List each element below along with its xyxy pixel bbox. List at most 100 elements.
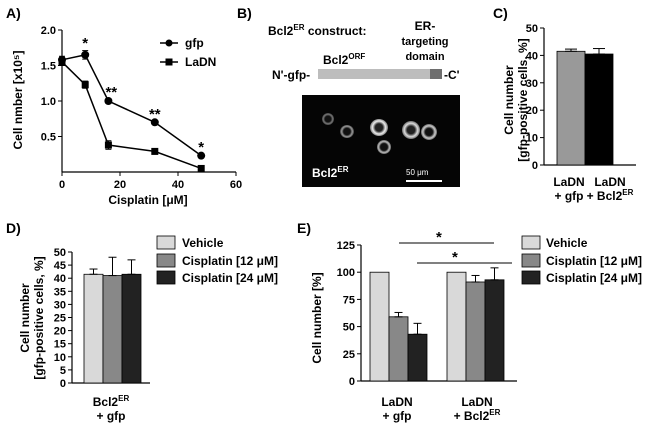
cell-5 xyxy=(402,121,420,139)
significance-star-1: * xyxy=(436,229,442,246)
panel-e-ytick-label: 100 xyxy=(337,267,355,279)
panel-e-bar xyxy=(446,271,467,382)
panel-d-legend-c24: Cisplatin [24 μM] xyxy=(182,271,278,285)
panel-c-ylabel-2: [gfp-positive cells, %] xyxy=(516,38,530,161)
panel-c-cat2-line1: LaDN xyxy=(594,175,625,189)
c-terminus-label: -C' xyxy=(444,68,460,82)
panel-e-bar xyxy=(484,279,505,382)
series-gfp-point xyxy=(81,50,90,59)
panel-e-legend-swatch-vehicle xyxy=(521,235,541,250)
panel-e-legend-c24: Cisplatin [24 μM] xyxy=(546,271,642,285)
panel-d-legend-swatch-c12 xyxy=(156,253,176,268)
cell-3 xyxy=(370,119,388,136)
panel-a-axes: 0.5 1.0 1.5 2.0 0 20 40 60 xyxy=(41,25,242,191)
panel-e-legend-c12: Cisplatin [12 μM] xyxy=(546,254,642,268)
series-ladn-point xyxy=(151,147,159,155)
panel-a-ytick-label: 2.0 xyxy=(41,25,56,37)
panel-d-ytick-label: 35 xyxy=(54,286,66,298)
panel-e-ylabel: Cell number [%] xyxy=(310,272,324,363)
construct-er-domain-bar xyxy=(430,69,442,79)
panel-c-ytick-label: 50 xyxy=(526,23,538,35)
panel-b-label: B) xyxy=(237,5,252,21)
panel-c-label: C) xyxy=(493,5,508,21)
panel-d-ylabel-2: [gfp-positive cells, %] xyxy=(32,256,46,379)
series-ladn-point xyxy=(58,58,66,66)
panel-c-ytick-label: 40 xyxy=(526,50,538,62)
series-gfp-point xyxy=(150,118,159,127)
panel-e-bar xyxy=(465,281,486,382)
panel-e-marks xyxy=(369,267,505,382)
panel-d-cat-line2: + gfp xyxy=(97,409,126,423)
panel-d-cat-line1: Bcl2ER xyxy=(93,394,130,409)
panel-e-cat1-line1: LaDN xyxy=(381,395,412,409)
panel-a-ytick-label: 1.0 xyxy=(41,96,56,108)
panel-e-legend-swatch-c12 xyxy=(521,253,541,268)
construct-orf-bar xyxy=(318,69,430,79)
panel-d-ytick-label: 30 xyxy=(54,299,66,311)
panel-d-ytick-label: 40 xyxy=(54,273,66,285)
panel-c-cat1-line1: LaDN xyxy=(553,175,584,189)
panel-e-ytick-label: 75 xyxy=(343,294,355,306)
panel-d-ytick-label: 0 xyxy=(60,378,66,390)
legend-gfp-label: gfp xyxy=(185,36,204,50)
panel-a-ytick-label: 0.5 xyxy=(41,132,56,144)
panel-d-ytick-label: 45 xyxy=(54,260,66,272)
panel-e-bar xyxy=(388,316,409,382)
er-domain-line2: targeting xyxy=(401,36,448,48)
panel-e-ytick-label: 25 xyxy=(343,349,355,361)
panel-e-cat1-line2: + gfp xyxy=(383,409,412,423)
cell-4 xyxy=(377,140,391,154)
panel-e-ytick-label: 125 xyxy=(337,240,355,252)
significance-star: ** xyxy=(149,106,161,123)
panel-e-bar xyxy=(369,271,390,382)
cell-1 xyxy=(322,113,334,125)
panel-a-xtick-label: 40 xyxy=(172,179,184,191)
series-ladn-point xyxy=(81,81,89,89)
bcl2er-micrograph: Bcl2ER 50 μm xyxy=(302,95,460,187)
panel-a-ylabel: Cell nmber [x10⁵] xyxy=(11,50,25,149)
panel-c-axes: 0 10 20 30 40 50 xyxy=(526,23,636,172)
panel-d-ytick-label: 25 xyxy=(54,313,66,325)
panel-d-bar xyxy=(121,273,142,384)
panel-c-ytick-label: 10 xyxy=(526,133,538,145)
legend-ladn-marker xyxy=(165,58,173,66)
panel-c-bar xyxy=(584,53,614,166)
series-ladn-point xyxy=(197,164,205,172)
panel-c-ytick-label: 30 xyxy=(526,78,538,90)
panel-e-cat2-line2: + Bcl2ER xyxy=(454,408,501,423)
panel-a-marks: ****** xyxy=(58,35,206,172)
panel-e-label: E) xyxy=(297,220,311,236)
panel-e-legend-swatch-c24 xyxy=(521,270,541,285)
series-ladn-point xyxy=(104,141,112,149)
panel-d-label: D) xyxy=(6,220,21,236)
panel-c-ytick-label: 20 xyxy=(526,105,538,117)
significance-star: ** xyxy=(105,84,117,101)
panel-d-legend-c12: Cisplatin [12 μM] xyxy=(182,254,278,268)
panel-d-ytick-label: 20 xyxy=(54,326,66,338)
panel-d-ylabel-1: Cell number xyxy=(18,283,32,353)
panel-a: A) Cell nmber [x10⁵] Cisplatin [μM] 0.5 1… xyxy=(6,5,242,207)
series-gfp-point xyxy=(197,151,206,160)
panel-c: C) Cell number [gfp-positive cells, %] 0… xyxy=(493,5,636,203)
panel-d-ytick-label: 50 xyxy=(54,247,66,259)
panel-e: E) Cell number [%] 0 25 50 75 100 125 * * LaD… xyxy=(297,220,642,423)
panel-d-ytick-label: 5 xyxy=(60,365,66,377)
panel-a-xlabel: Cisplatin [μM] xyxy=(108,193,187,207)
panel-c-ytick-label: 0 xyxy=(532,160,538,172)
significance-star: * xyxy=(198,139,204,156)
panel-c-bar xyxy=(556,50,586,166)
panel-d-ytick-label: 10 xyxy=(54,352,66,364)
panel-d-bar xyxy=(102,275,123,384)
panel-e-bar xyxy=(407,333,428,382)
series-ladn-line xyxy=(61,61,202,170)
scale-bar xyxy=(406,180,442,182)
panel-d-legend-swatch-vehicle xyxy=(156,235,176,250)
significance-star: * xyxy=(82,35,88,52)
n-terminus-label: N'-gfp- xyxy=(272,68,310,82)
legend-ladn-label: LaDN xyxy=(185,55,216,69)
series-gfp-point xyxy=(104,97,113,105)
panel-e-cat2-line1: LaDN xyxy=(461,395,492,409)
significance-star-2: * xyxy=(452,249,458,266)
cell-6 xyxy=(421,124,437,140)
